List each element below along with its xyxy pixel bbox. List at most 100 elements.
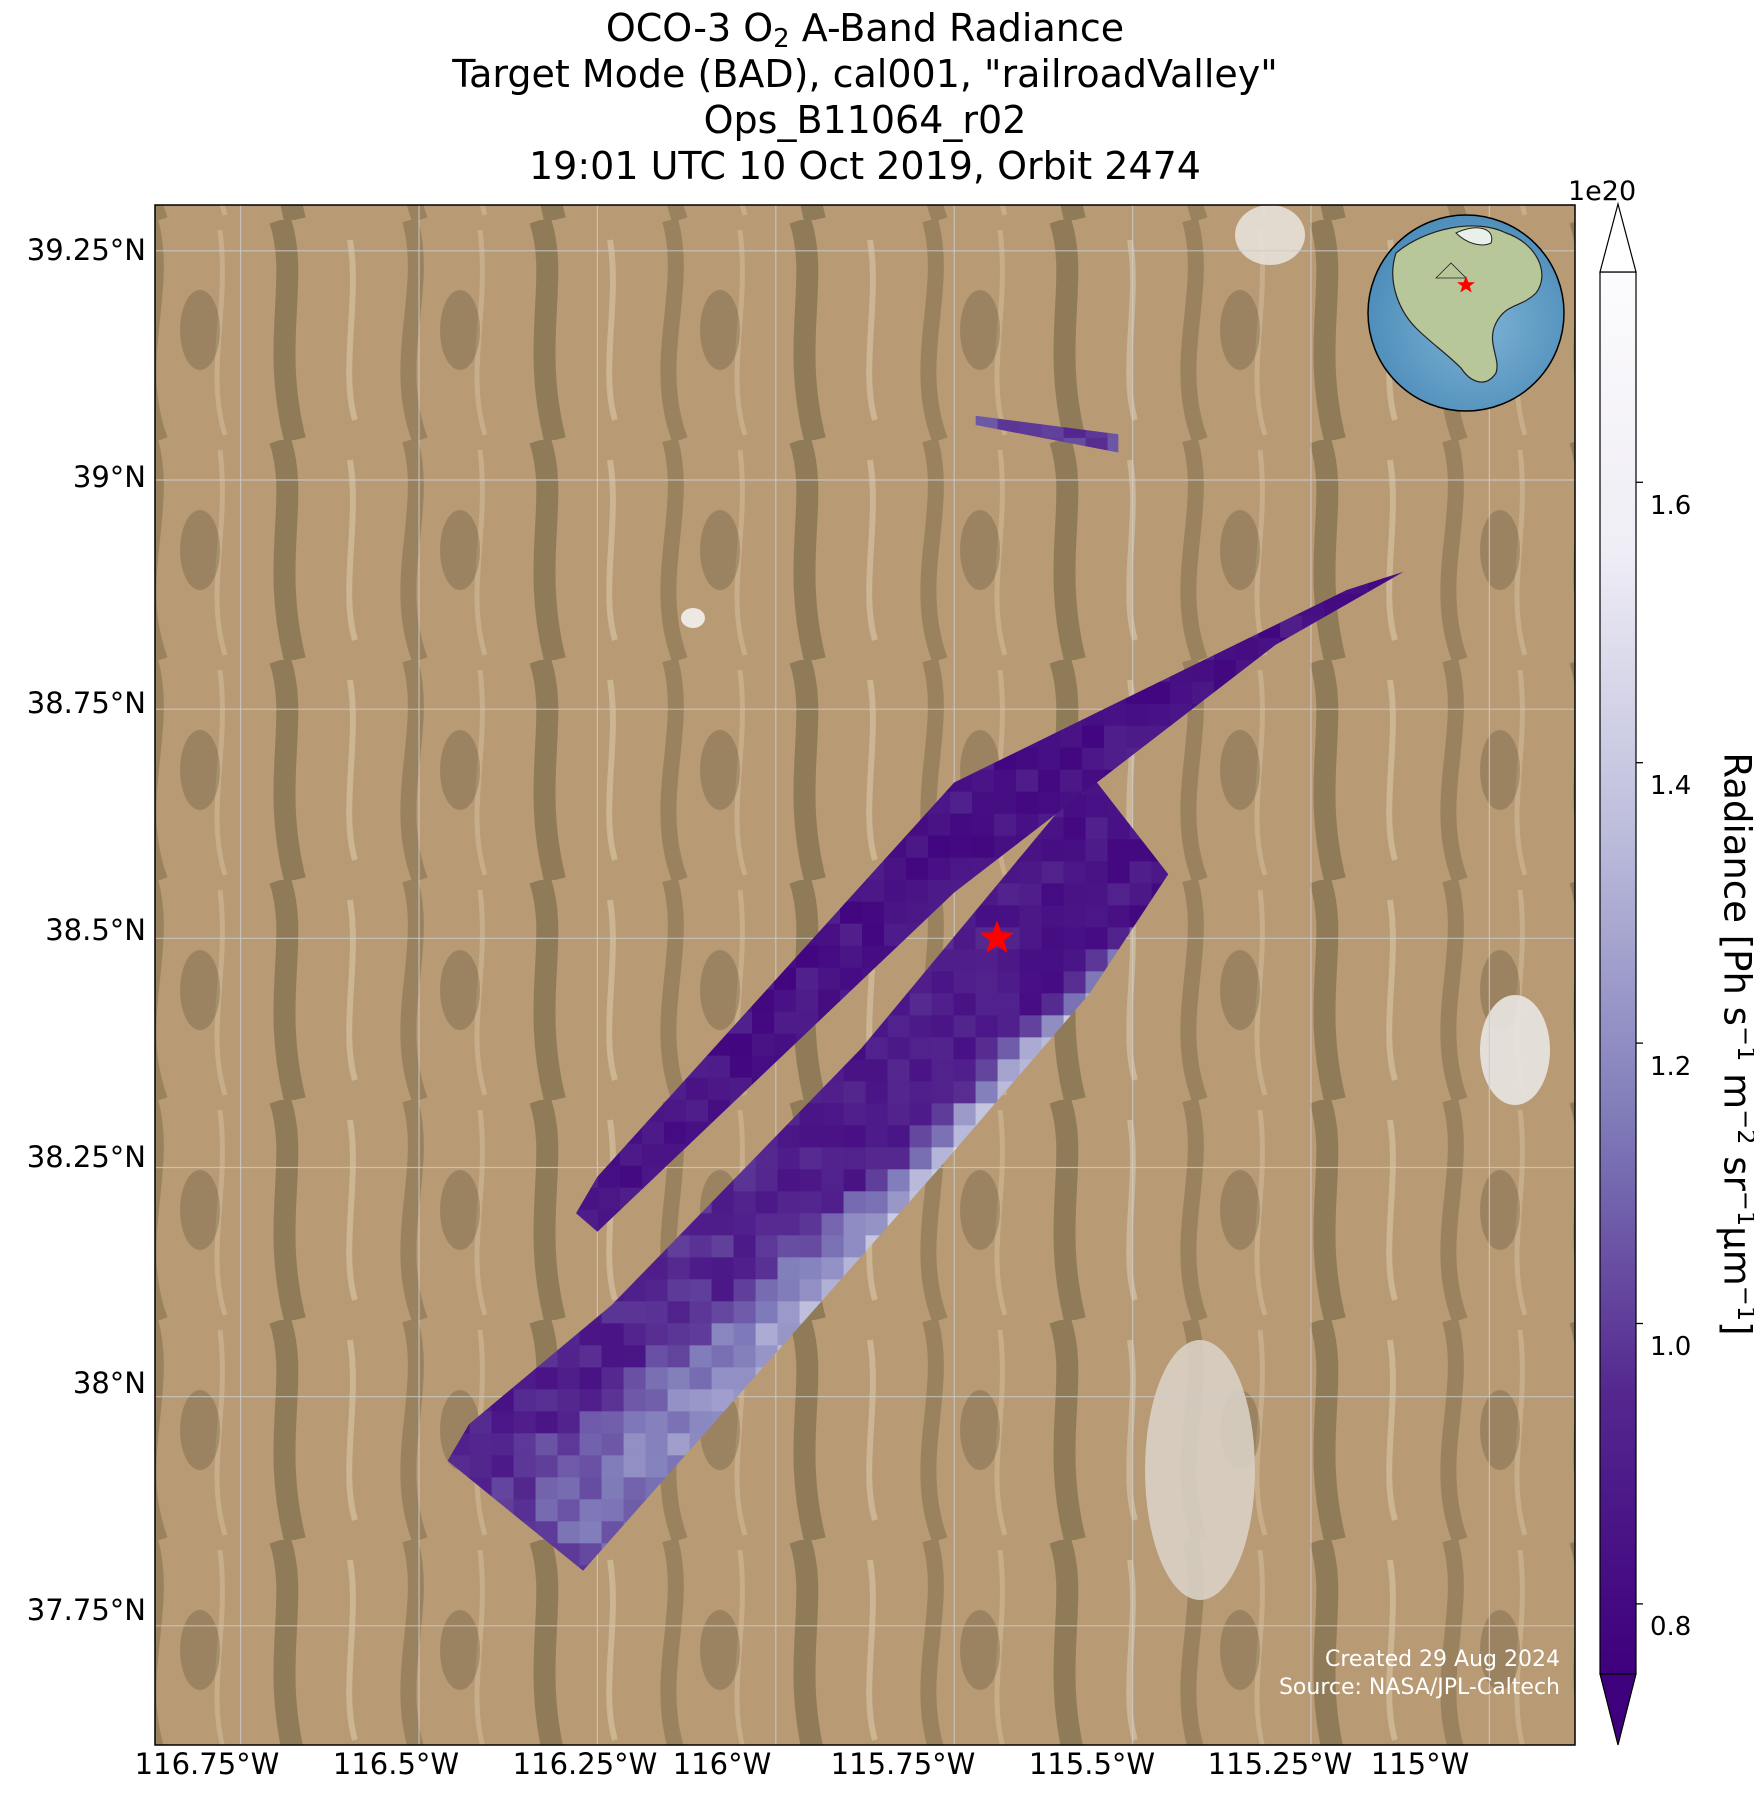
radiance-pixel [909,1037,933,1060]
radiance-pixel [887,1015,911,1038]
radiance-pixel [711,1235,735,1258]
radiance-pixel [821,1257,845,1280]
radiance-pixel [711,1367,735,1390]
radiance-pixel [1082,747,1105,771]
radiance-pixel [906,835,929,859]
radiance-pixel [1016,747,1039,771]
radiance-pixel [645,1279,669,1302]
radiance-pixel [1129,883,1153,906]
radiance-pixel [884,879,907,903]
radiance-pixel [865,1191,889,1214]
radiance-pixel [887,1103,911,1126]
radiance-pixel [928,835,951,859]
radiance-pixel [1060,725,1083,749]
radiance-pixel [667,1345,691,1368]
radiance-pixel [1060,747,1083,771]
radiance-pixel [1104,725,1127,749]
radiance-pixel [645,1367,669,1390]
radiance-pixel [623,1389,647,1412]
radiance-pixel [708,1077,731,1101]
radiance-pixel [645,1345,669,1368]
radiance-pixel [689,1235,713,1258]
radiance-pixel [950,813,973,837]
radiance-pixel [843,1103,867,1126]
radiance-pixel [557,1477,581,1500]
colorbar-extend-min [1599,1673,1637,1746]
radiance-pixel [1019,971,1043,994]
radiance-pixel [887,1147,911,1170]
colorbar-tick-label: 0.8 [1650,1612,1692,1642]
radiance-pixel [601,1345,625,1368]
radiance-pixel [777,1257,801,1280]
radiance-pixel [1041,883,1065,906]
radiance-pixel [689,1411,713,1434]
radiance-pixel [557,1455,581,1478]
radiance-pixel [535,1477,559,1500]
radiance-pixel [865,1213,889,1236]
radiance-pixel [1192,659,1215,683]
lon-tick-label: 115.25°W [1207,1747,1353,1781]
lon-tick-label: 116.25°W [512,1747,658,1781]
radiance-pixel [799,1279,823,1302]
radiance-pixel [513,1411,537,1434]
radiance-pixel [1016,791,1039,815]
radiance-pixel [711,1323,735,1346]
radiance-pixel [1063,839,1087,862]
radiance-pixel [579,1455,603,1478]
radiance-pixel [1041,861,1065,884]
radiance-pixel [997,905,1021,928]
radiance-pixel [1019,949,1043,972]
radiance-pixel [821,1169,845,1192]
radiance-pixel [689,1301,713,1324]
radiance-pixel [953,993,977,1016]
title-line-4: 19:01 UTC 10 Oct 2019, Orbit 2474 [529,144,1201,188]
radiance-pixel [711,1301,735,1324]
radiance-pixel [887,1125,911,1148]
radiance-pixel [623,1367,647,1390]
radiance-pixel [821,1191,845,1214]
radiance-pixel [821,1081,845,1104]
radiance-pixel [667,1257,691,1280]
radiance-pixel [997,883,1021,906]
radiance-pixel [1107,883,1131,906]
radiance-pixel [1107,839,1131,862]
radiance-pixel [1038,769,1061,793]
radiance-pixel [843,1081,867,1104]
radiance-pixel [777,1191,801,1214]
radiance-pixel [975,905,999,928]
lat-tick-label: 39.25°N [26,233,146,267]
inset-globe [1367,214,1565,412]
radiance-pixel [598,1165,621,1189]
radiance-pixel [733,1301,757,1324]
radiance-pixel [664,1121,687,1145]
radiance-pixel [579,1521,603,1544]
radiance-pixel [1129,861,1153,884]
radiance-pixel [623,1323,647,1346]
radiance-pixel [623,1433,647,1456]
radiance-pixel [755,1147,779,1170]
radiance-pixel [931,1103,955,1126]
radiance-pixel [821,1213,845,1236]
radiance-pixel [799,1213,823,1236]
radiance-pixel [1085,839,1109,862]
radiance-pixel [730,1055,753,1079]
colorbar-tick-label: 1.0 [1650,1332,1692,1362]
radiance-pixel [711,1389,735,1412]
radiance-pixel [975,971,999,994]
radiance-pixel [909,1059,933,1082]
radiance-pixel [818,967,841,991]
lat-tick-label: 38.5°N [45,913,146,947]
radiance-pixel [840,945,863,969]
radiance-pixel [1085,883,1109,906]
radiance-pixel [799,1169,823,1192]
radiance-pixel [620,1143,643,1167]
radiance-pixel [862,945,885,969]
radiance-pixel [975,1081,999,1104]
radiance-pixel [1085,817,1109,840]
radiance-pixel [928,813,951,837]
radiance-pixel [557,1367,581,1390]
radiance-pixel [994,791,1017,815]
radiance-pixel [645,1411,669,1434]
radiance-pixel [928,857,951,881]
radiance-pixel [623,1455,647,1478]
